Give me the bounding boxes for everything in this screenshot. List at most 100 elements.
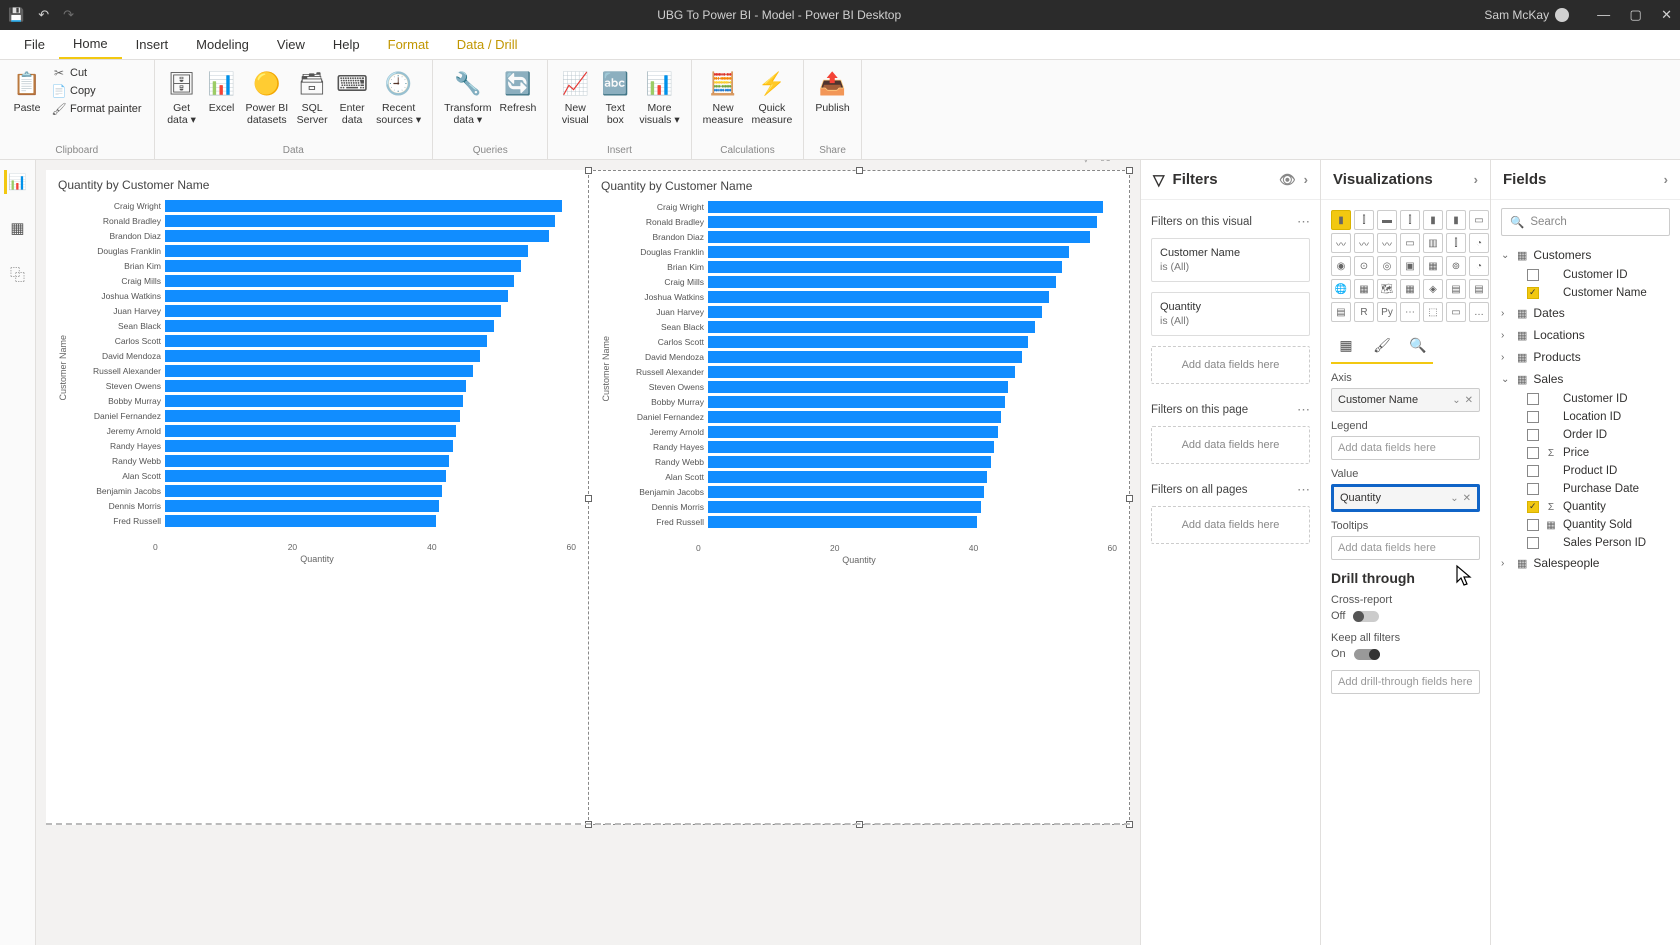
viz-type-icon[interactable]: ◔ xyxy=(1469,233,1489,253)
viz-type-icon[interactable]: ⊙ xyxy=(1354,256,1374,276)
filter-drop-well[interactable]: Add data fields here xyxy=(1151,506,1310,544)
ribbon-btn-format-painter[interactable]: 🖌Format painter xyxy=(48,100,146,118)
filter-icon[interactable]: ▽ xyxy=(1081,160,1091,165)
field-item[interactable]: ΣPrice xyxy=(1501,444,1670,462)
viz-type-icon[interactable]: ⫿ xyxy=(1400,210,1420,230)
more-icon[interactable]: ⋯ xyxy=(1297,402,1310,418)
field-item[interactable]: ΣQuantity xyxy=(1501,498,1670,516)
keep-filters-toggle[interactable]: On xyxy=(1331,648,1480,660)
field-item[interactable]: Location ID xyxy=(1501,408,1670,426)
menu-tab-format[interactable]: Format xyxy=(374,30,443,59)
tooltips-drop-well[interactable]: Add data fields here xyxy=(1331,536,1480,560)
viz-type-icon[interactable]: R xyxy=(1354,302,1374,322)
ribbon-btn-power-bi[interactable]: 🟡Power BIdatasets xyxy=(243,64,292,130)
field-checkbox[interactable] xyxy=(1527,447,1539,459)
bar-row[interactable]: Craig Wright xyxy=(70,198,576,213)
bar-row[interactable]: Juan Harvey xyxy=(613,304,1117,319)
field-item[interactable]: Sales Person ID xyxy=(1501,534,1670,552)
viz-type-icon[interactable]: 🌐 xyxy=(1331,279,1351,299)
axis-field-pill[interactable]: Customer Name ⌄✕ xyxy=(1331,388,1480,412)
bar-row[interactable]: Daniel Fernandez xyxy=(70,408,576,423)
bar-row[interactable]: Brandon Diaz xyxy=(613,229,1117,244)
menu-tab-view[interactable]: View xyxy=(263,30,319,59)
ribbon-btn-recent[interactable]: 🕘Recentsources ▾ xyxy=(373,64,424,130)
undo-icon[interactable]: ↶ xyxy=(38,7,49,23)
bar-row[interactable]: Steven Owens xyxy=(613,379,1117,394)
viz-type-icon[interactable]: Py xyxy=(1377,302,1397,322)
bar-row[interactable]: David Mendoza xyxy=(70,348,576,363)
bar-row[interactable]: Craig Mills xyxy=(613,274,1117,289)
viz-type-icon[interactable]: ▦ xyxy=(1400,279,1420,299)
viz-type-icon[interactable]: ▮ xyxy=(1446,210,1466,230)
model-view-icon[interactable]: ⿻ xyxy=(6,262,30,286)
minimize-icon[interactable]: ― xyxy=(1597,7,1610,22)
viz-type-icon[interactable]: ▭ xyxy=(1469,210,1489,230)
bar-row[interactable]: Benjamin Jacobs xyxy=(613,484,1117,499)
table-header-locations[interactable]: ›▦Locations xyxy=(1501,324,1670,346)
filter-drop-well[interactable]: Add data fields here xyxy=(1151,346,1310,384)
viz-type-icon[interactable]: ◉ xyxy=(1331,256,1351,276)
field-checkbox[interactable] xyxy=(1527,519,1539,531)
collapse-icon[interactable]: › xyxy=(1304,172,1308,187)
bar-row[interactable]: Benjamin Jacobs xyxy=(70,483,576,498)
bar-row[interactable]: Bobby Murray xyxy=(613,394,1117,409)
ribbon-btn-cut[interactable]: ✂Cut xyxy=(48,64,91,82)
bar-row[interactable]: Alan Scott xyxy=(613,469,1117,484)
focus-icon[interactable]: ⛶ xyxy=(1101,160,1110,165)
bar-row[interactable]: Randy Hayes xyxy=(70,438,576,453)
field-item[interactable]: Customer Name xyxy=(1501,284,1670,302)
bar-row[interactable]: Dennis Morris xyxy=(613,499,1117,514)
bar-row[interactable]: Alan Scott xyxy=(70,468,576,483)
filter-card[interactable]: Customer Nameis (All) xyxy=(1151,238,1310,282)
ribbon-btn-publish[interactable]: 📤Publish xyxy=(812,64,852,118)
field-checkbox[interactable] xyxy=(1527,269,1539,281)
viz-type-icon[interactable]: ▤ xyxy=(1331,302,1351,322)
bar-row[interactable]: Randy Webb xyxy=(613,454,1117,469)
bar-row[interactable]: Carlos Scott xyxy=(613,334,1117,349)
bar-row[interactable]: Craig Wright xyxy=(613,199,1117,214)
menu-tab-insert[interactable]: Insert xyxy=(122,30,183,59)
field-checkbox[interactable] xyxy=(1527,483,1539,495)
maximize-icon[interactable]: ▢ xyxy=(1629,7,1641,22)
bar-row[interactable]: Russell Alexander xyxy=(70,363,576,378)
field-checkbox[interactable] xyxy=(1527,287,1539,299)
cross-report-toggle[interactable]: Off xyxy=(1331,610,1480,622)
chevron-down-icon[interactable]: ⌄ xyxy=(1450,493,1458,504)
ribbon-btn-refresh[interactable]: 🔄Refresh xyxy=(497,64,540,118)
ribbon-btn-copy[interactable]: 📄Copy xyxy=(48,82,100,100)
field-checkbox[interactable] xyxy=(1527,501,1539,513)
viz-type-icon[interactable]: ⊚ xyxy=(1446,256,1466,276)
viz-type-icon[interactable]: ▬ xyxy=(1377,210,1397,230)
bar-row[interactable]: Jeremy Arnold xyxy=(70,423,576,438)
ribbon-btn-quick[interactable]: ⚡Quickmeasure xyxy=(748,64,795,130)
bar-row[interactable]: Douglas Franklin xyxy=(613,244,1117,259)
field-item[interactable]: Purchase Date xyxy=(1501,480,1670,498)
ribbon-btn-new[interactable]: 📈Newvisual xyxy=(556,64,594,130)
viz-type-icon[interactable]: … xyxy=(1469,302,1489,322)
table-header-dates[interactable]: ›▦Dates xyxy=(1501,302,1670,324)
ribbon-btn-sql[interactable]: 🗃SQLServer xyxy=(293,64,331,130)
bar-row[interactable]: Sean Black xyxy=(613,319,1117,334)
redo-icon[interactable]: ↷ xyxy=(63,7,74,23)
viz-type-icon[interactable]: ▦ xyxy=(1354,279,1374,299)
remove-icon[interactable]: ✕ xyxy=(1465,395,1473,406)
viz-type-icon[interactable]: ▮ xyxy=(1423,210,1443,230)
field-checkbox[interactable] xyxy=(1527,429,1539,441)
bar-row[interactable]: Russell Alexander xyxy=(613,364,1117,379)
collapse-icon[interactable]: › xyxy=(1474,172,1478,187)
save-icon[interactable]: 💾 xyxy=(8,7,24,23)
bar-row[interactable]: Randy Hayes xyxy=(613,439,1117,454)
field-item[interactable]: Customer ID xyxy=(1501,266,1670,284)
filter-drop-well[interactable]: Add data fields here xyxy=(1151,426,1310,464)
field-checkbox[interactable] xyxy=(1527,465,1539,477)
collapse-icon[interactable]: › xyxy=(1664,172,1668,187)
viz-type-icon[interactable]: ▮ xyxy=(1331,210,1351,230)
viz-type-icon[interactable]: ▦ xyxy=(1423,256,1443,276)
field-item[interactable]: ▦Quantity Sold xyxy=(1501,516,1670,534)
viz-type-icon[interactable]: 〰 xyxy=(1377,233,1397,253)
field-item[interactable]: Order ID xyxy=(1501,426,1670,444)
bar-row[interactable]: Joshua Watkins xyxy=(613,289,1117,304)
chart-2-selected[interactable]: ▽ ⛶ ⋯ Quantity by Customer Name Customer… xyxy=(588,170,1130,825)
bar-row[interactable]: Brian Kim xyxy=(613,259,1117,274)
bar-row[interactable]: Brian Kim xyxy=(70,258,576,273)
